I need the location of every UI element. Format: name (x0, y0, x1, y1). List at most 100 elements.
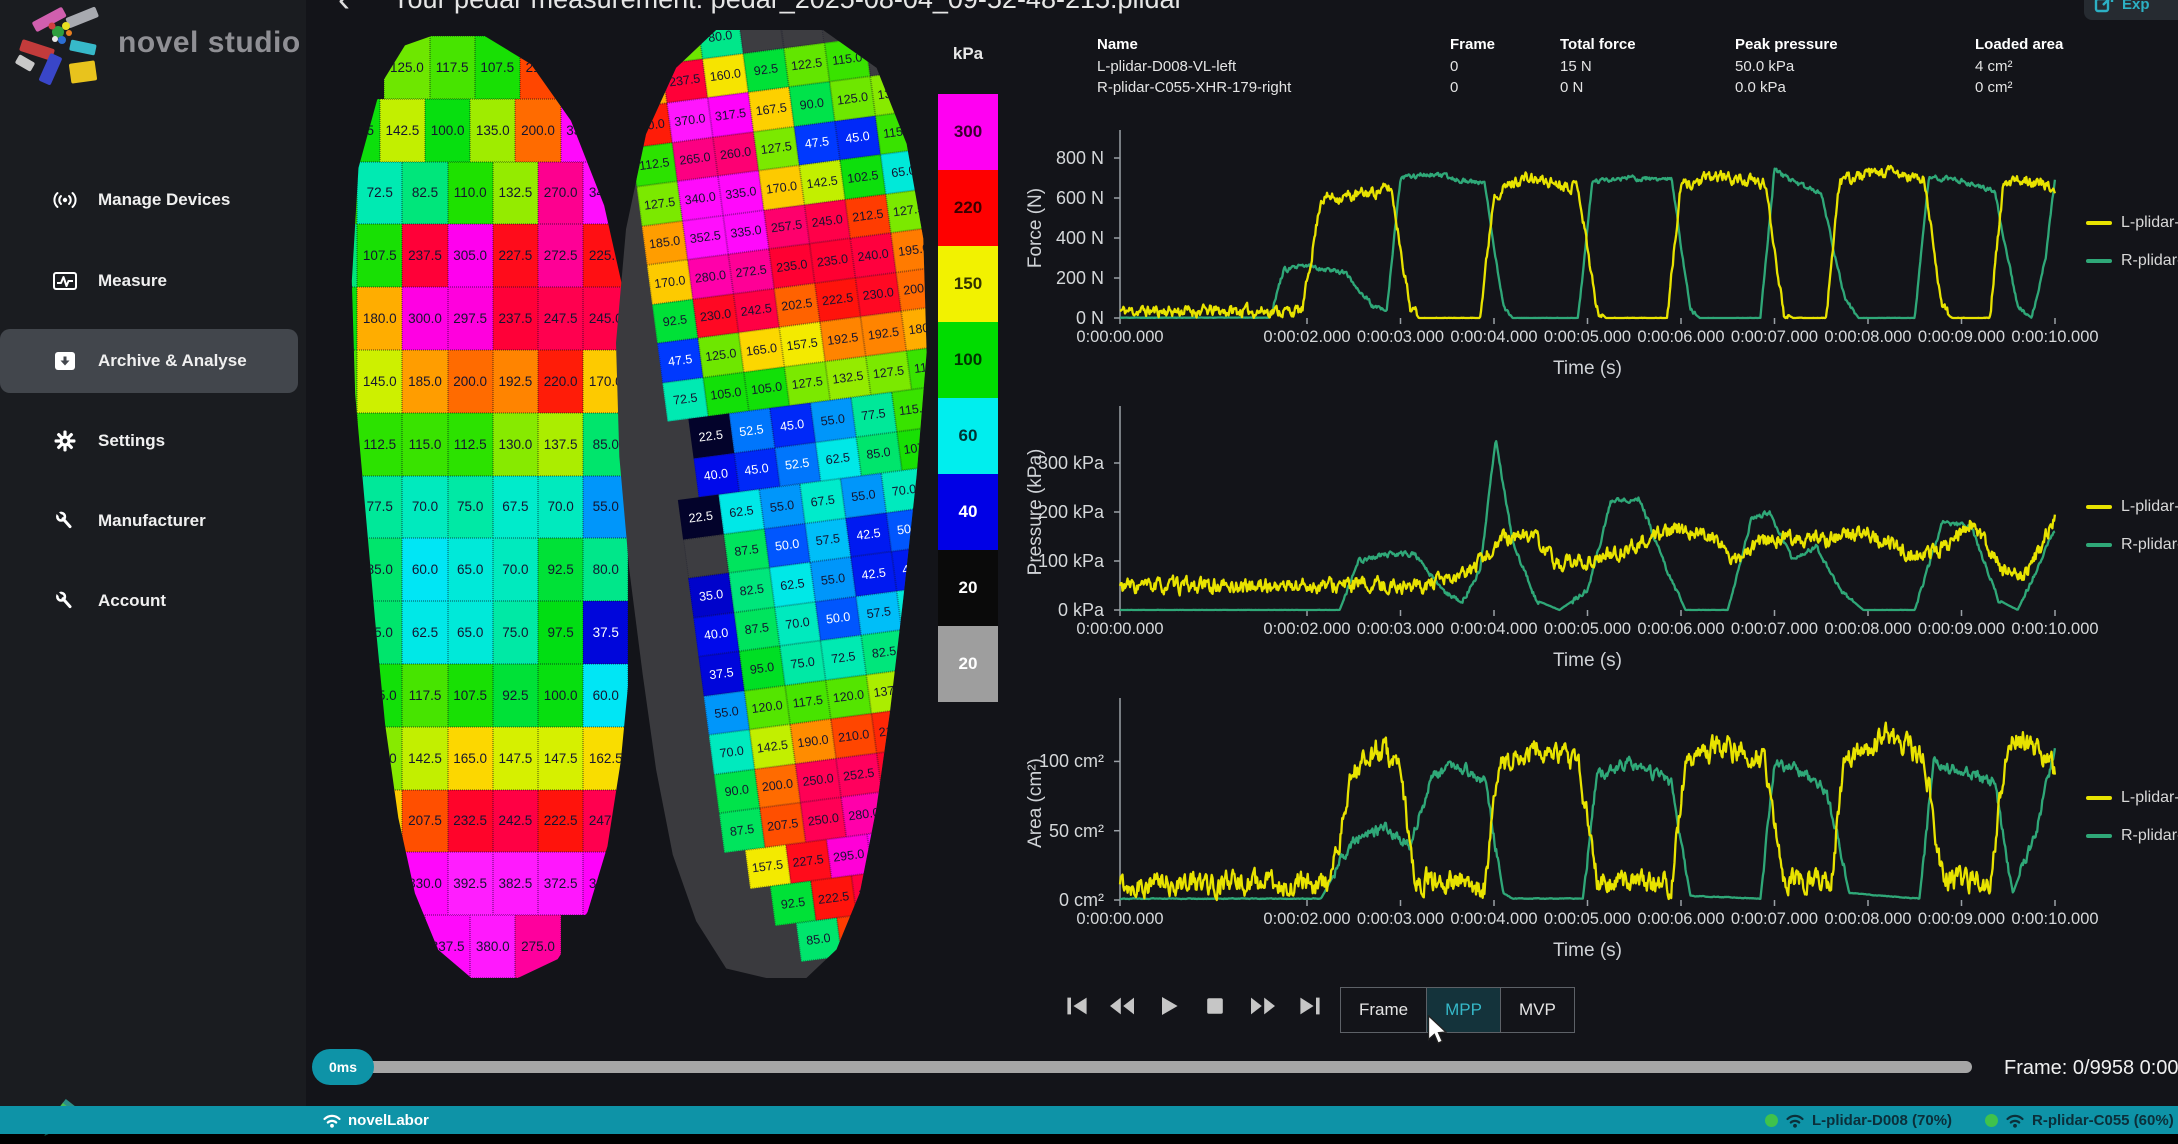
status-bar: novelLabor L-plidar-D008 (70%) R-plidar-… (0, 1106, 2178, 1134)
legend-item: L-plidar- (2086, 789, 2178, 807)
pressure-cell: 87.5 (719, 807, 765, 853)
frame-counter: Frame: 0/9958 0:00:2 (2004, 1057, 2178, 1079)
pressure-cell: 370.0 (666, 97, 713, 143)
pressure-cell: 235.0 (809, 238, 856, 283)
x-tick-label: 0:00:03.000 (1356, 620, 1445, 638)
legend-dash-icon (2086, 796, 2112, 800)
x-tick-label: 0:00:09.000 (1917, 910, 2006, 928)
pressure-cell: 222.5 (538, 789, 584, 853)
sidebar-item-measure[interactable]: Measure (0, 249, 298, 313)
pressure-cell: 125.0 (656, 30, 703, 64)
left-insole-pressure-map[interactable]: 125.0 117.5 107.5 210.0 102.5 142.5 100.0 135.0… (351, 36, 641, 978)
pressure-cell: 92.5 (492, 664, 538, 727)
pressure-cell: 82.5 (728, 567, 775, 613)
pressure-cell: 100.0 (538, 664, 584, 727)
pressure-cell: 232.5 (447, 789, 493, 853)
pressure-cell: 210.0 (830, 713, 877, 759)
pressure-cell: 347.5 (583, 161, 629, 225)
back-button[interactable]: ‹ (338, 0, 350, 20)
pressure-cell: 172.5 (351, 852, 358, 916)
pressure-cell: 82.5 (861, 629, 907, 675)
pressure-cell: 182.5 (993, 692, 1039, 737)
mode-button-frame[interactable]: Frame (1341, 988, 1428, 1032)
mouse-cursor (1427, 1015, 1448, 1044)
export-button[interactable]: Exp (2084, 0, 2178, 20)
pressure-cell: 112.5 (447, 412, 493, 476)
pressure-cell: 82.5 (402, 161, 448, 225)
pressure-cell: 107.5 (447, 664, 493, 727)
x-tick-label: 0:00:07.000 (1730, 328, 1819, 346)
legend-dash-icon (2086, 505, 2112, 509)
x-tick-label: 0:00:03.000 (1356, 910, 1445, 928)
pressure-cell: 40.0 (693, 452, 739, 498)
play-button[interactable] (1154, 994, 1188, 1020)
stop-button[interactable] (1202, 994, 1236, 1020)
info-value: L-plidar-D008-VL-left (1097, 58, 1237, 75)
timeline-slider[interactable] (332, 1061, 1972, 1073)
pressure-cell: 315.0 (583, 852, 629, 916)
pressure-cell: 50.0 (886, 506, 927, 552)
pressure-cell: 45.0 (733, 447, 780, 492)
right-insole-pressure-map[interactable]: 125.0 80.0 180.0 237.5 160.0 92.5 122.5 115.0 22… (616, 30, 927, 978)
timeline-position-badge[interactable]: 0ms (312, 1049, 374, 1085)
area-x-axis-label: Time (s) (1553, 940, 1622, 961)
sidebar-item-account[interactable]: Account (0, 569, 298, 633)
skip-end-button[interactable] (1295, 994, 1329, 1020)
sidebar-item-archive-analyse[interactable]: Archive & Analyse (0, 329, 298, 393)
pressure-cell: 240.0 (851, 870, 898, 915)
x-tick-label: 0:00:05.000 (1543, 910, 1632, 928)
pressure-cell: 92.5 (538, 538, 584, 602)
pressure-cell: 237.5 (402, 224, 448, 288)
skip-start-button[interactable] (1062, 994, 1096, 1020)
color-scale-block: 20 (938, 550, 998, 626)
y-tick-label: 800 N (1055, 148, 1104, 168)
sidebar-item-label: Settings (98, 431, 166, 450)
pressure-cell: 65.0 (447, 538, 493, 602)
pressure-cell: 87.5 (723, 528, 770, 573)
y-tick-label: 300 kPa (1037, 453, 1104, 473)
pressure-cell: 272.5 (538, 224, 584, 288)
pressure-cell: 70.0 (774, 601, 821, 646)
legend-dash-icon (2086, 543, 2112, 547)
rewind-button[interactable] (1105, 994, 1139, 1020)
pressure-cell: 70.0 (881, 467, 927, 513)
sidebar-item-label: Measure (98, 271, 167, 290)
pressure-cell: 250.0 (800, 797, 847, 842)
novel-logo-icon (15, 6, 99, 85)
sidebar-item-label: Account (98, 591, 166, 610)
fast-forward-button[interactable] (1246, 994, 1280, 1020)
info-value: 50.0 kPa (1735, 58, 1795, 75)
sidebar-item-label: Manage Devices (98, 190, 231, 209)
legend-item: R-plidar- (2086, 252, 2178, 270)
pressure-cell: 105.0 (743, 366, 790, 411)
sidebar-item-settings[interactable]: Settings (0, 409, 298, 473)
broadcast-icon (53, 192, 77, 208)
pressure-cell: 142.5 (749, 724, 796, 769)
mode-button-mpp[interactable]: MPP (1427, 988, 1501, 1032)
pressure-cell: 210.0 (519, 36, 566, 99)
pressure-cell: 195.0 (890, 227, 927, 273)
pressure-cell: 130.0 (870, 70, 917, 116)
network-status: novelLabor (322, 1112, 429, 1129)
pressure-color-scale: 300 220 150 100 60 40 20 20 (938, 94, 998, 702)
pressure-cell: 117.5 (784, 679, 831, 725)
pressure-cell: 115.0 (875, 110, 922, 155)
pressure-cell: 382.5 (492, 852, 538, 916)
pressure-cell: 202.5 (774, 282, 820, 328)
color-scale-block: 220 (938, 170, 998, 246)
pressure-cell: 87.5 (733, 606, 780, 652)
pressure-cell: 67.5 (492, 475, 538, 539)
wifi-icon (1786, 1114, 1804, 1128)
pressure-cell: 275.0 (515, 915, 561, 978)
x-tick-label: 0:00:03.000 (1356, 328, 1445, 346)
pressure-cell: 145.0 (357, 350, 403, 413)
sidebar-item-manage-devices[interactable]: Manage Devices (0, 168, 298, 232)
pressure-cell: 95.0 (739, 645, 785, 691)
pressure-cell: 237.5 (492, 287, 538, 350)
info-column-header: Loaded area (1975, 36, 2064, 53)
mode-button-mvp[interactable]: MVP (1518, 1000, 1556, 1019)
sidebar-item-manufacturer[interactable]: Manufacturer (0, 489, 298, 553)
pressure-cell: 380.0 (470, 915, 516, 978)
pressure-cell: 42.5 (850, 551, 897, 597)
